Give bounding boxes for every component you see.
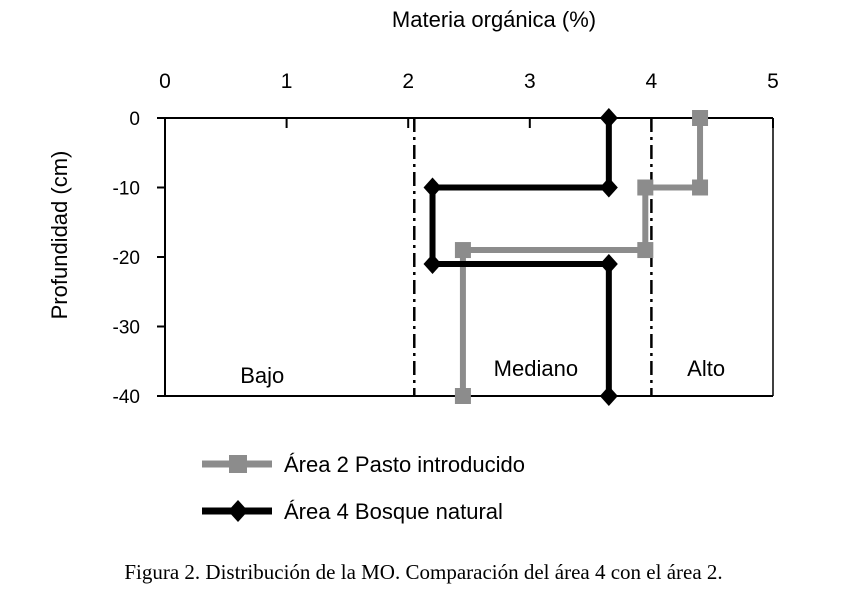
data-point-diamond xyxy=(599,177,618,198)
x-tick-label: 3 xyxy=(524,70,536,93)
region-label: Bajo xyxy=(240,363,284,388)
x-tick-label: 5 xyxy=(767,70,779,93)
y-tick-label: -30 xyxy=(113,318,140,339)
legend-label: Área 2 Pasto introducido xyxy=(284,452,525,477)
data-point-square xyxy=(692,179,709,196)
series-line xyxy=(429,118,612,396)
y-axis-title: Profundidad (cm) xyxy=(47,151,72,320)
figure-caption: Figura 2. Distribución de la MO. Compara… xyxy=(124,560,723,584)
series-line xyxy=(459,118,704,396)
data-point-square xyxy=(637,179,654,196)
data-point-square xyxy=(454,242,471,259)
legend-label: Área 4 Bosque natural xyxy=(284,499,503,524)
region-label: Mediano xyxy=(494,356,578,381)
legend-swatch-marker xyxy=(229,455,247,473)
x-tick-label: 0 xyxy=(159,70,171,93)
y-tick-label: 0 xyxy=(129,109,140,130)
x-tick-label: 2 xyxy=(402,70,414,93)
y-tick-label: -40 xyxy=(113,387,140,408)
data-point-square xyxy=(692,110,709,126)
x-axis-title: Materia orgánica (%) xyxy=(392,7,596,32)
legend: Área 2 Pasto introducido Área 4 Bosque na… xyxy=(202,452,525,524)
legend-swatch-marker xyxy=(228,500,248,522)
y-tick-label: -20 xyxy=(113,248,140,269)
data-point-diamond xyxy=(423,177,442,198)
data-point-diamond xyxy=(599,253,618,274)
x-tick-label: 1 xyxy=(281,70,293,93)
x-tick-label: 4 xyxy=(646,70,658,93)
y-tick-label: -10 xyxy=(113,179,140,200)
data-point-diamond xyxy=(599,386,618,406)
data-point-diamond xyxy=(599,108,618,128)
region-label: Alto xyxy=(687,356,725,381)
data-point-square xyxy=(637,242,654,259)
data-point-diamond xyxy=(423,253,442,274)
data-point-square xyxy=(454,388,471,404)
